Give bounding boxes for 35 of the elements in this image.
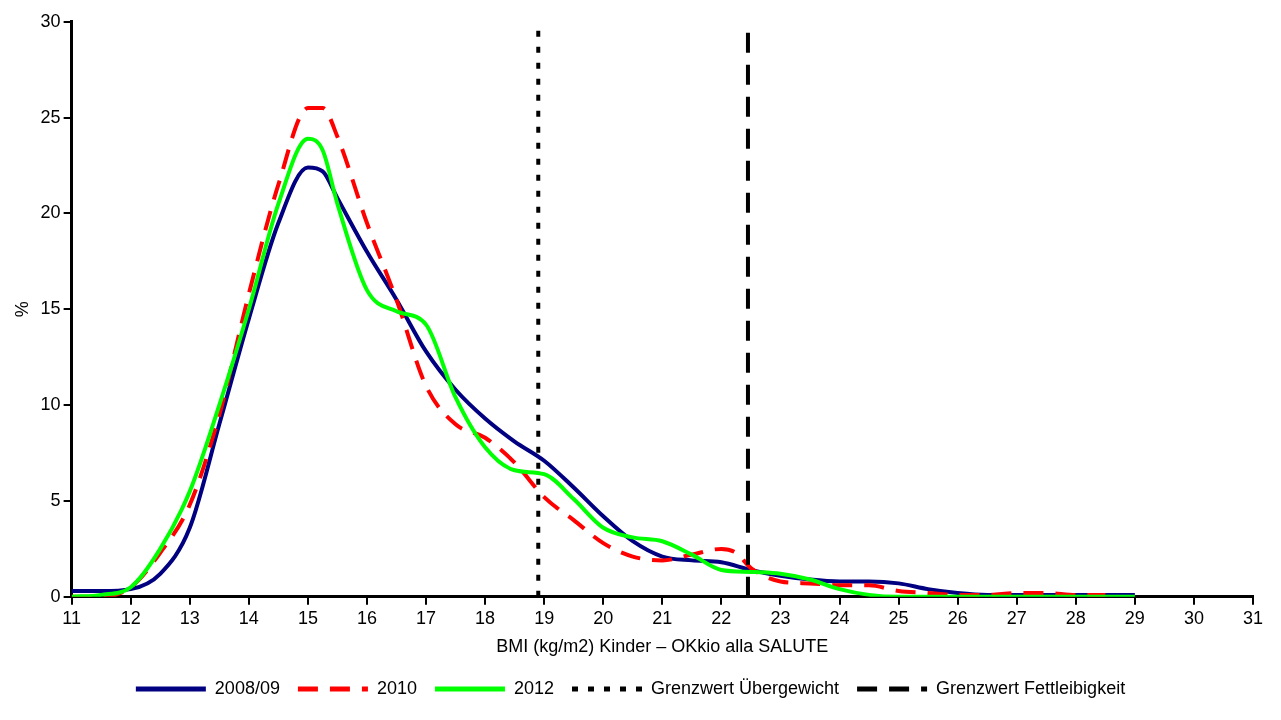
x-axis-title: BMI (kg/m2) Kinder – OKkio alla SALUTE <box>496 636 829 657</box>
legend-label: 2012 <box>513 677 555 698</box>
y-tick-label: 10 <box>40 394 61 415</box>
x-tick-label: 12 <box>120 607 141 628</box>
x-tick-label: 14 <box>238 607 259 628</box>
x-tick-label: 15 <box>297 607 318 628</box>
x-tick-label: 26 <box>947 607 968 628</box>
y-tick-label: 15 <box>40 298 61 319</box>
x-tick-label: 22 <box>711 607 732 628</box>
x-tick-label: 21 <box>652 607 673 628</box>
x-tick-label: 13 <box>179 607 200 628</box>
y-tick-label: 30 <box>40 10 61 31</box>
x-tick-label: 31 <box>1242 607 1264 628</box>
x-tick-label: 30 <box>1183 607 1204 628</box>
legend-label: Grenzwert Übergewicht <box>651 677 840 698</box>
legend-label: 2010 <box>376 677 417 698</box>
x-tick-label: 17 <box>416 607 437 628</box>
x-tick-label: 18 <box>475 607 496 628</box>
x-tick-label: 20 <box>593 607 614 628</box>
x-tick-label: 24 <box>829 607 850 628</box>
x-tick-label: 19 <box>534 607 555 628</box>
y-tick-label: 5 <box>50 489 61 510</box>
x-tick-label: 28 <box>1065 607 1086 628</box>
x-tick-label: 27 <box>1006 607 1027 628</box>
y-tick-label: 25 <box>40 106 61 127</box>
y-tick-label: 0 <box>50 585 61 606</box>
legend-label: 2008/09 <box>214 677 280 698</box>
x-tick-label: 29 <box>1124 607 1145 628</box>
legend-label: Grenzwert Fettleibigkeit <box>936 677 1126 698</box>
y-axis-title: % <box>11 301 32 318</box>
x-tick-label: 23 <box>770 607 791 628</box>
x-tick-label: 16 <box>356 607 377 628</box>
x-tick-label: 11 <box>62 607 81 628</box>
y-tick-label: 20 <box>40 202 61 223</box>
x-tick-label: 25 <box>888 607 909 628</box>
